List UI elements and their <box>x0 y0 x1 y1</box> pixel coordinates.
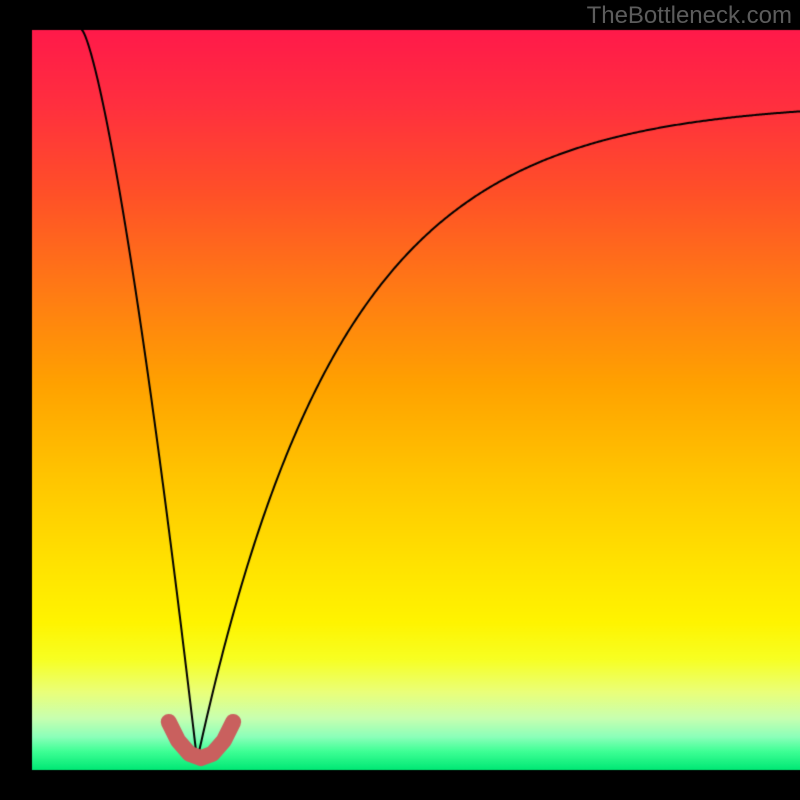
watermark-label: TheBottleneck.com <box>587 2 792 30</box>
bottleneck-chart-canvas <box>0 0 800 800</box>
chart-stage: TheBottleneck.com <box>0 0 800 800</box>
